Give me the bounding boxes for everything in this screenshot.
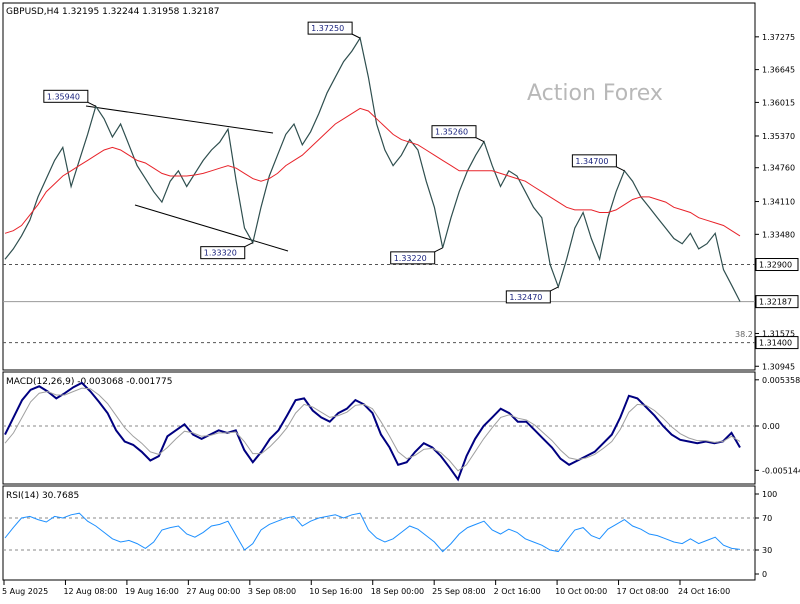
annotation-box (307, 21, 353, 35)
annotation-box (571, 154, 617, 168)
annotation-leader (550, 286, 559, 292)
price-level-label: 1.32187 (759, 298, 792, 307)
annotation-leader (244, 242, 253, 248)
macd-chart-title: MACD(12,26,9) -0.003068 -0.001775 (6, 377, 172, 387)
price-level-box (755, 336, 799, 350)
price-y-tick-label: 1.33480 (762, 230, 795, 239)
macd-series-layer (3, 381, 755, 482)
x-tick-label: 2 Oct 16:00 (494, 587, 541, 596)
annotation-label: 1.35260 (435, 128, 468, 137)
price-y-tick-label: 1.35370 (762, 132, 795, 141)
x-tick-label: 3 Sep 08:00 (248, 587, 296, 596)
trendline-upper (85, 105, 274, 134)
annotation-box (390, 251, 436, 265)
x-tick-label: 19 Aug 16:00 (125, 587, 179, 596)
x-tick-label: 18 Sep 00:00 (371, 587, 424, 596)
x-tick-label: 10 Oct 00:00 (555, 587, 607, 596)
x-tick-label: 24 Oct 16:00 (678, 587, 730, 596)
annotation-label: 1.33220 (394, 254, 427, 263)
x-tick-label: 17 Oct 08:00 (617, 587, 669, 596)
price-y-tick-label: 1.31575 (762, 329, 795, 338)
x-tick-label: 5 Aug 2025 (2, 587, 48, 596)
price-chart-title: GBPUSD,H4 1.32195 1.32244 1.31958 1.3218… (6, 7, 219, 17)
price-panel-frame (2, 2, 756, 371)
price-y-tick-label: 1.36015 (762, 98, 795, 107)
macd-y-tick-label: -0.005144 (762, 466, 800, 475)
x-tick-label: 12 Aug 08:00 (63, 587, 117, 596)
annotation-leader (87, 101, 97, 107)
macd-panel-frame (2, 371, 756, 485)
price-level-box (755, 295, 799, 309)
price-y-tick-label: 1.37275 (762, 33, 795, 42)
fib-level-label: 38.2 (735, 330, 753, 339)
price-y-tick-label: 1.34760 (762, 164, 795, 173)
price-level-label: 1.32900 (759, 261, 792, 270)
watermark: Action Forex (527, 81, 663, 106)
price-series-layer: 1.35940 1.33320 1.37250 1.33220 1.35260 1.324… (3, 21, 755, 344)
annotation-leader (351, 33, 361, 39)
annotation-box (431, 125, 477, 139)
annotation-box (43, 89, 89, 103)
trendline-lower (134, 204, 289, 252)
price-series-line (4, 36, 741, 302)
x-tick-label: 10 Sep 16:00 (309, 587, 362, 596)
x-tick-label: 25 Sep 08:00 (432, 587, 485, 596)
macd-y-tick-label: 0.00 (762, 422, 780, 431)
price-level-label: 1.31400 (759, 339, 792, 348)
macd-line (4, 381, 741, 482)
annotation-label: 1.35940 (47, 92, 80, 101)
macd-y-tick-label: 0.005358 (762, 376, 800, 385)
price-y-tick-label: 1.36645 (762, 66, 795, 75)
annotation-leader (616, 166, 625, 172)
annotation-label: 1.33320 (204, 249, 237, 258)
annotation-leader (475, 137, 485, 143)
rsi-y-tick-label: 100 (762, 490, 777, 499)
rsi-series-layer (3, 512, 755, 553)
price-y-tick-label: 1.34110 (762, 198, 795, 207)
annotation-box (505, 290, 551, 304)
rsi-line (4, 512, 741, 553)
axes-layer: 1.37275 1.36645 1.36015 1.35370 1.34760 1.341… (2, 33, 800, 596)
price-y-tick-label: 1.30945 (762, 362, 795, 371)
annotation-label: 1.32470 (509, 293, 542, 302)
rsi-y-tick-label: 70 (762, 514, 772, 523)
moving-average-line (4, 107, 741, 237)
x-tick-label: 27 Aug 00:00 (186, 587, 240, 596)
annotation-label: 1.37250 (311, 24, 344, 33)
annotation-leader (434, 247, 443, 253)
rsi-y-tick-label: 30 (762, 546, 772, 555)
rsi-panel-frame (2, 485, 756, 581)
annotation-label: 1.34700 (575, 157, 608, 166)
rsi-y-tick-label: 0 (762, 570, 767, 579)
macd-signal-line (4, 387, 741, 472)
price-level-box (755, 258, 799, 272)
rsi-chart-title: RSI(14) 30.7685 (6, 491, 79, 501)
annotation-box (200, 246, 246, 260)
